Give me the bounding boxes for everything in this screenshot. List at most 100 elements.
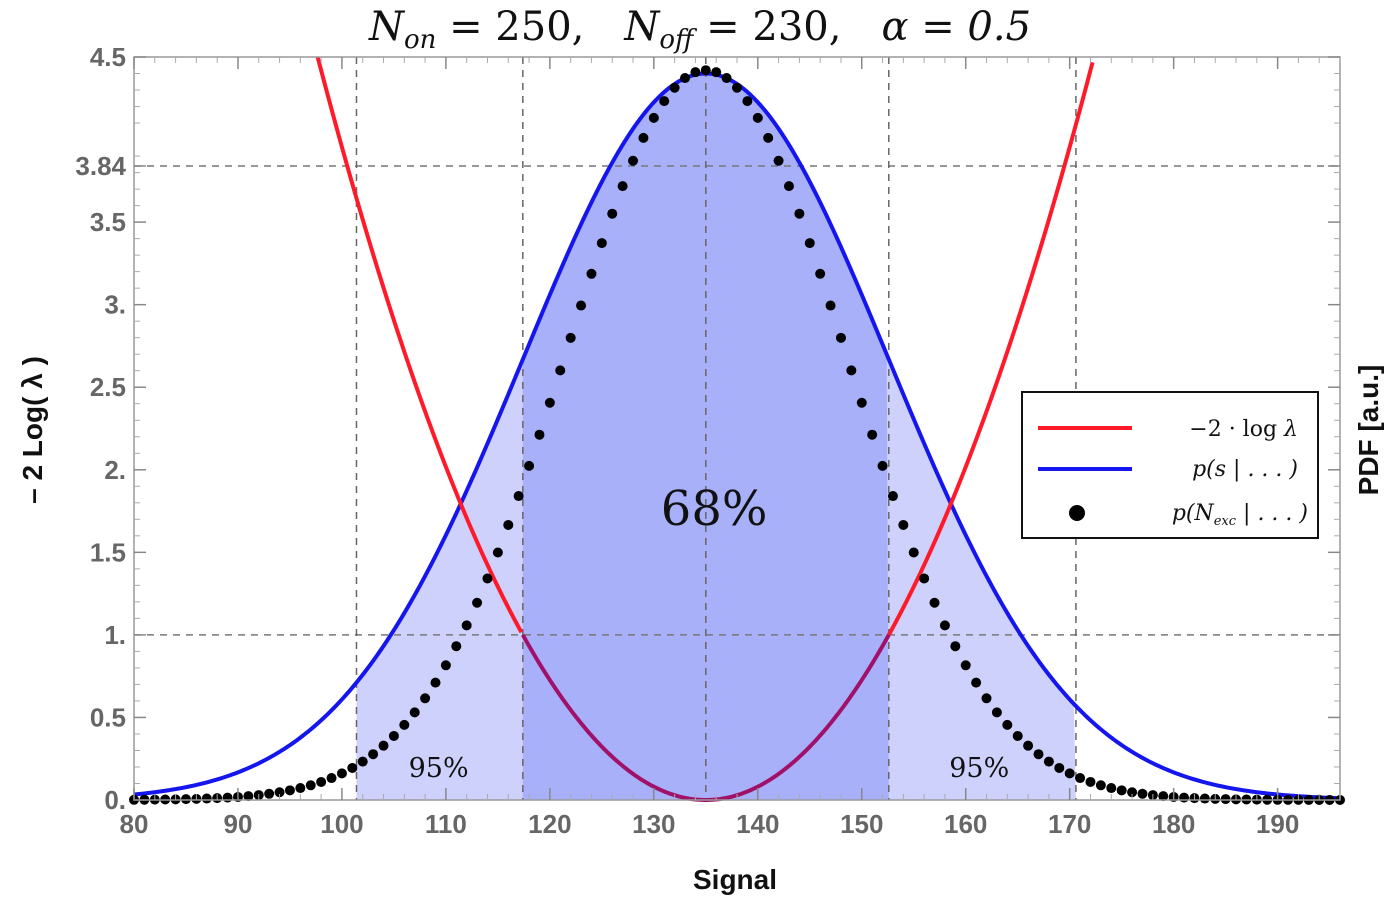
region-labels: 68% 95% 95% <box>409 481 1010 784</box>
pdf-point <box>607 208 618 219</box>
pdf-point <box>939 620 950 631</box>
reference-lines <box>134 57 1340 800</box>
legend-entry-pnexc: p(Nexc | . . . ) <box>1172 501 1308 529</box>
x-tick-label: 180 <box>1152 809 1195 839</box>
pdf-point <box>482 573 493 584</box>
y-axis-label-left: – 2 Log( λ ) <box>17 356 48 504</box>
pdf-point <box>1054 762 1065 773</box>
pdf-point <box>409 707 420 718</box>
x-tick-label: 170 <box>1048 809 1091 839</box>
y-tick-label: 0. <box>104 785 126 815</box>
pdf-point <box>960 660 971 671</box>
pdf-point <box>887 491 898 502</box>
axis-ticks: 80 90 100 110 120 130 140 150 160 170 180 190 0. 0.5 1… <box>75 42 1341 839</box>
y-tick-label: 3. <box>104 290 126 320</box>
pdf-point <box>732 82 742 93</box>
legend: −2 · log λ p(s | . . . ) p(Nexc | . . . … <box>1021 391 1319 539</box>
x-tick-label: 190 <box>1256 809 1299 839</box>
pdf-point <box>264 788 275 799</box>
pdf-point <box>617 181 628 192</box>
pdf-point <box>815 268 826 279</box>
pdf-point <box>794 208 805 219</box>
pdf-point <box>180 794 191 805</box>
label-95-left: 95% <box>409 753 469 784</box>
pdf-point <box>513 491 524 502</box>
pdf-point <box>576 300 587 311</box>
pdf-point <box>1085 776 1096 787</box>
y-tick-label: 0.5 <box>90 702 126 732</box>
pdf-point <box>950 641 961 652</box>
pdf-point <box>1095 780 1106 791</box>
pdf-point <box>1137 788 1148 799</box>
pdf-point <box>284 785 295 796</box>
x-tick-label: 100 <box>320 809 363 839</box>
pdf-point <box>690 67 701 78</box>
loglambda-curve-right <box>887 61 1095 636</box>
pdf-point <box>919 573 930 584</box>
pdf-point <box>357 756 368 767</box>
pdf-point <box>503 519 514 530</box>
pdf-point <box>659 96 670 107</box>
pdf-point <box>638 132 649 143</box>
chart-title: Non = 250, Noff = 230, α = 0.5 <box>368 4 1031 55</box>
pdf-point <box>222 792 233 803</box>
pdf-point <box>316 776 327 787</box>
legend-entry-loglambda: −2 · log λ <box>1189 417 1298 442</box>
legend-swatch-dot <box>1069 505 1085 521</box>
pdf-point <box>1158 791 1169 802</box>
interval-fills <box>356 73 1076 800</box>
pdf-point <box>440 660 451 671</box>
x-tick-label: 80 <box>120 809 149 839</box>
pdf-point <box>669 82 680 93</box>
pdf-point <box>492 547 503 558</box>
pdf-point <box>742 96 753 107</box>
pdf-point <box>305 780 316 791</box>
pdf-point <box>804 238 815 249</box>
pdf-point <box>867 429 878 440</box>
pdf-point <box>586 268 597 279</box>
pdf-point <box>472 597 483 608</box>
pdf-point <box>347 762 358 773</box>
pdf-point <box>752 112 763 123</box>
pdf-point <box>1116 785 1127 796</box>
x-axis-label: Signal <box>693 864 777 895</box>
pdf-point <box>1012 730 1023 741</box>
pdf-point <box>1220 794 1231 805</box>
pdf-point <box>680 73 691 84</box>
label-95-right: 95% <box>949 753 1009 784</box>
pdf-point <box>388 730 399 741</box>
pdf-point <box>908 547 919 558</box>
pdf-point <box>1199 793 1210 804</box>
pdf-point <box>524 460 535 471</box>
pdf-point <box>856 397 867 408</box>
pdf-point <box>898 519 909 530</box>
y-tick-label: 3.84 <box>75 151 126 181</box>
pdf-point <box>1127 787 1138 798</box>
pdf-point <box>1002 719 1013 730</box>
pdf-point <box>773 155 784 166</box>
pdf-point <box>544 397 555 408</box>
y-tick-label: 1.5 <box>90 537 126 567</box>
pdf-point <box>846 365 857 376</box>
y-tick-label: 2.5 <box>90 372 126 402</box>
x-tick-label: 160 <box>944 809 987 839</box>
pdf-point <box>700 65 711 76</box>
pdf-point <box>991 707 1002 718</box>
pdf-point <box>295 783 306 794</box>
pdf-point <box>1179 792 1190 803</box>
pdf-point <box>835 332 846 343</box>
pdf-points <box>129 65 1345 805</box>
pdf-point <box>1043 756 1054 767</box>
x-tick-label: 150 <box>840 809 883 839</box>
legend-entry-ps: p(s | . . . ) <box>1192 457 1298 482</box>
x-tick-label: 140 <box>736 809 779 839</box>
pdf-point <box>378 740 389 751</box>
pdf-point <box>596 238 607 249</box>
loglambda-curve-left <box>315 56 524 634</box>
x-tick-label: 110 <box>425 809 467 839</box>
pdf-point <box>929 597 940 608</box>
pdf-point <box>201 793 212 804</box>
x-tick-label: 120 <box>528 809 571 839</box>
pdf-point <box>368 749 379 760</box>
